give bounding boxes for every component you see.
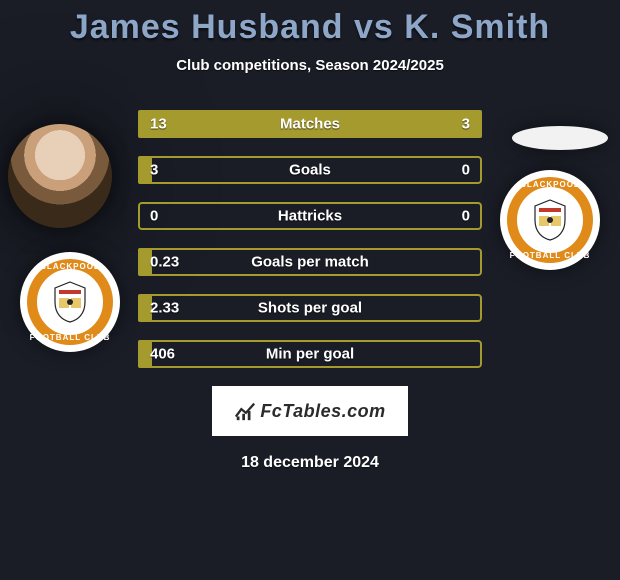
subtitle: Club competitions, Season 2024/2025 (0, 57, 620, 74)
page-title: James Husband vs K. Smith (0, 0, 620, 47)
stat-value-left: 2.33 (150, 300, 179, 317)
stat-row: 3 0 Goals (138, 156, 482, 184)
stat-value-left: 0 (150, 208, 158, 225)
stat-value-left: 3 (150, 162, 158, 179)
stat-value-left: 406 (150, 346, 175, 363)
stat-label: Hattricks (278, 208, 342, 225)
stat-label: Shots per goal (258, 300, 362, 317)
footer-brand-text: FcTables.com (260, 401, 385, 422)
footer-date: 18 december 2024 (0, 454, 620, 472)
stat-label: Goals (289, 162, 331, 179)
stat-label: Matches (280, 116, 340, 133)
bar-fill-left (138, 110, 413, 138)
club-crest-right: BLACKPOOL FOOTBALL CLUB (500, 170, 600, 270)
bar-fill-right (413, 110, 482, 138)
stat-row: 13 3 Matches (138, 110, 482, 138)
crest-text-bottom: FOOTBALL CLUB (27, 333, 113, 342)
player-photo-left (8, 124, 112, 228)
crest-text-bottom: FOOTBALL CLUB (507, 251, 593, 260)
stat-value-right: 3 (462, 116, 470, 133)
stat-value-left: 13 (150, 116, 167, 133)
stat-row: 2.33 Shots per goal (138, 294, 482, 322)
shield-icon (51, 280, 89, 324)
crest-text-top: BLACKPOOL (27, 262, 113, 271)
stat-value-left: 0.23 (150, 254, 179, 271)
stat-row: 406 Min per goal (138, 340, 482, 368)
stat-value-right: 0 (462, 208, 470, 225)
stat-label: Min per goal (266, 346, 354, 363)
stat-row: 0.23 Goals per match (138, 248, 482, 276)
stat-label: Goals per match (251, 254, 369, 271)
crest-text-top: BLACKPOOL (507, 180, 593, 189)
player-photo-right (512, 126, 608, 150)
chart-icon (234, 400, 256, 422)
shield-icon (531, 198, 569, 242)
stat-value-right: 0 (462, 162, 470, 179)
stat-row: 0 0 Hattricks (138, 202, 482, 230)
footer-logo[interactable]: FcTables.com (212, 386, 408, 436)
club-crest-left: BLACKPOOL FOOTBALL CLUB (20, 252, 120, 352)
